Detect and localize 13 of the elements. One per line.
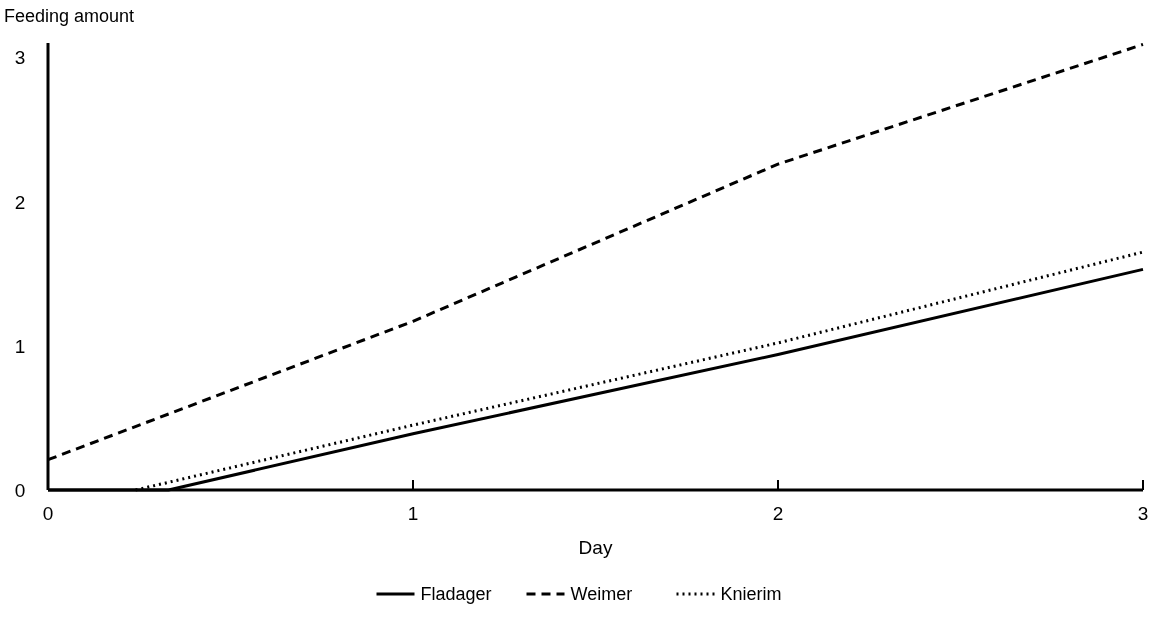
- y-tick-label: 2: [14, 191, 26, 213]
- y-tick-label: 1: [14, 335, 26, 357]
- x-axis-title: Day: [578, 537, 613, 558]
- x-tick-label: 2: [772, 503, 784, 524]
- y-axis-title: Feeding amount: [4, 6, 135, 26]
- legend-label: Weimer: [570, 584, 633, 604]
- legend-label: Knierim: [720, 584, 782, 604]
- x-tick-label: 3: [1137, 503, 1149, 524]
- x-tick-label: 0: [42, 503, 54, 524]
- y-tick-label: 0: [14, 480, 26, 501]
- legend-label: Fladager: [420, 584, 492, 604]
- y-tick-label: 3: [14, 47, 26, 69]
- x-tick-label: 1: [407, 503, 419, 524]
